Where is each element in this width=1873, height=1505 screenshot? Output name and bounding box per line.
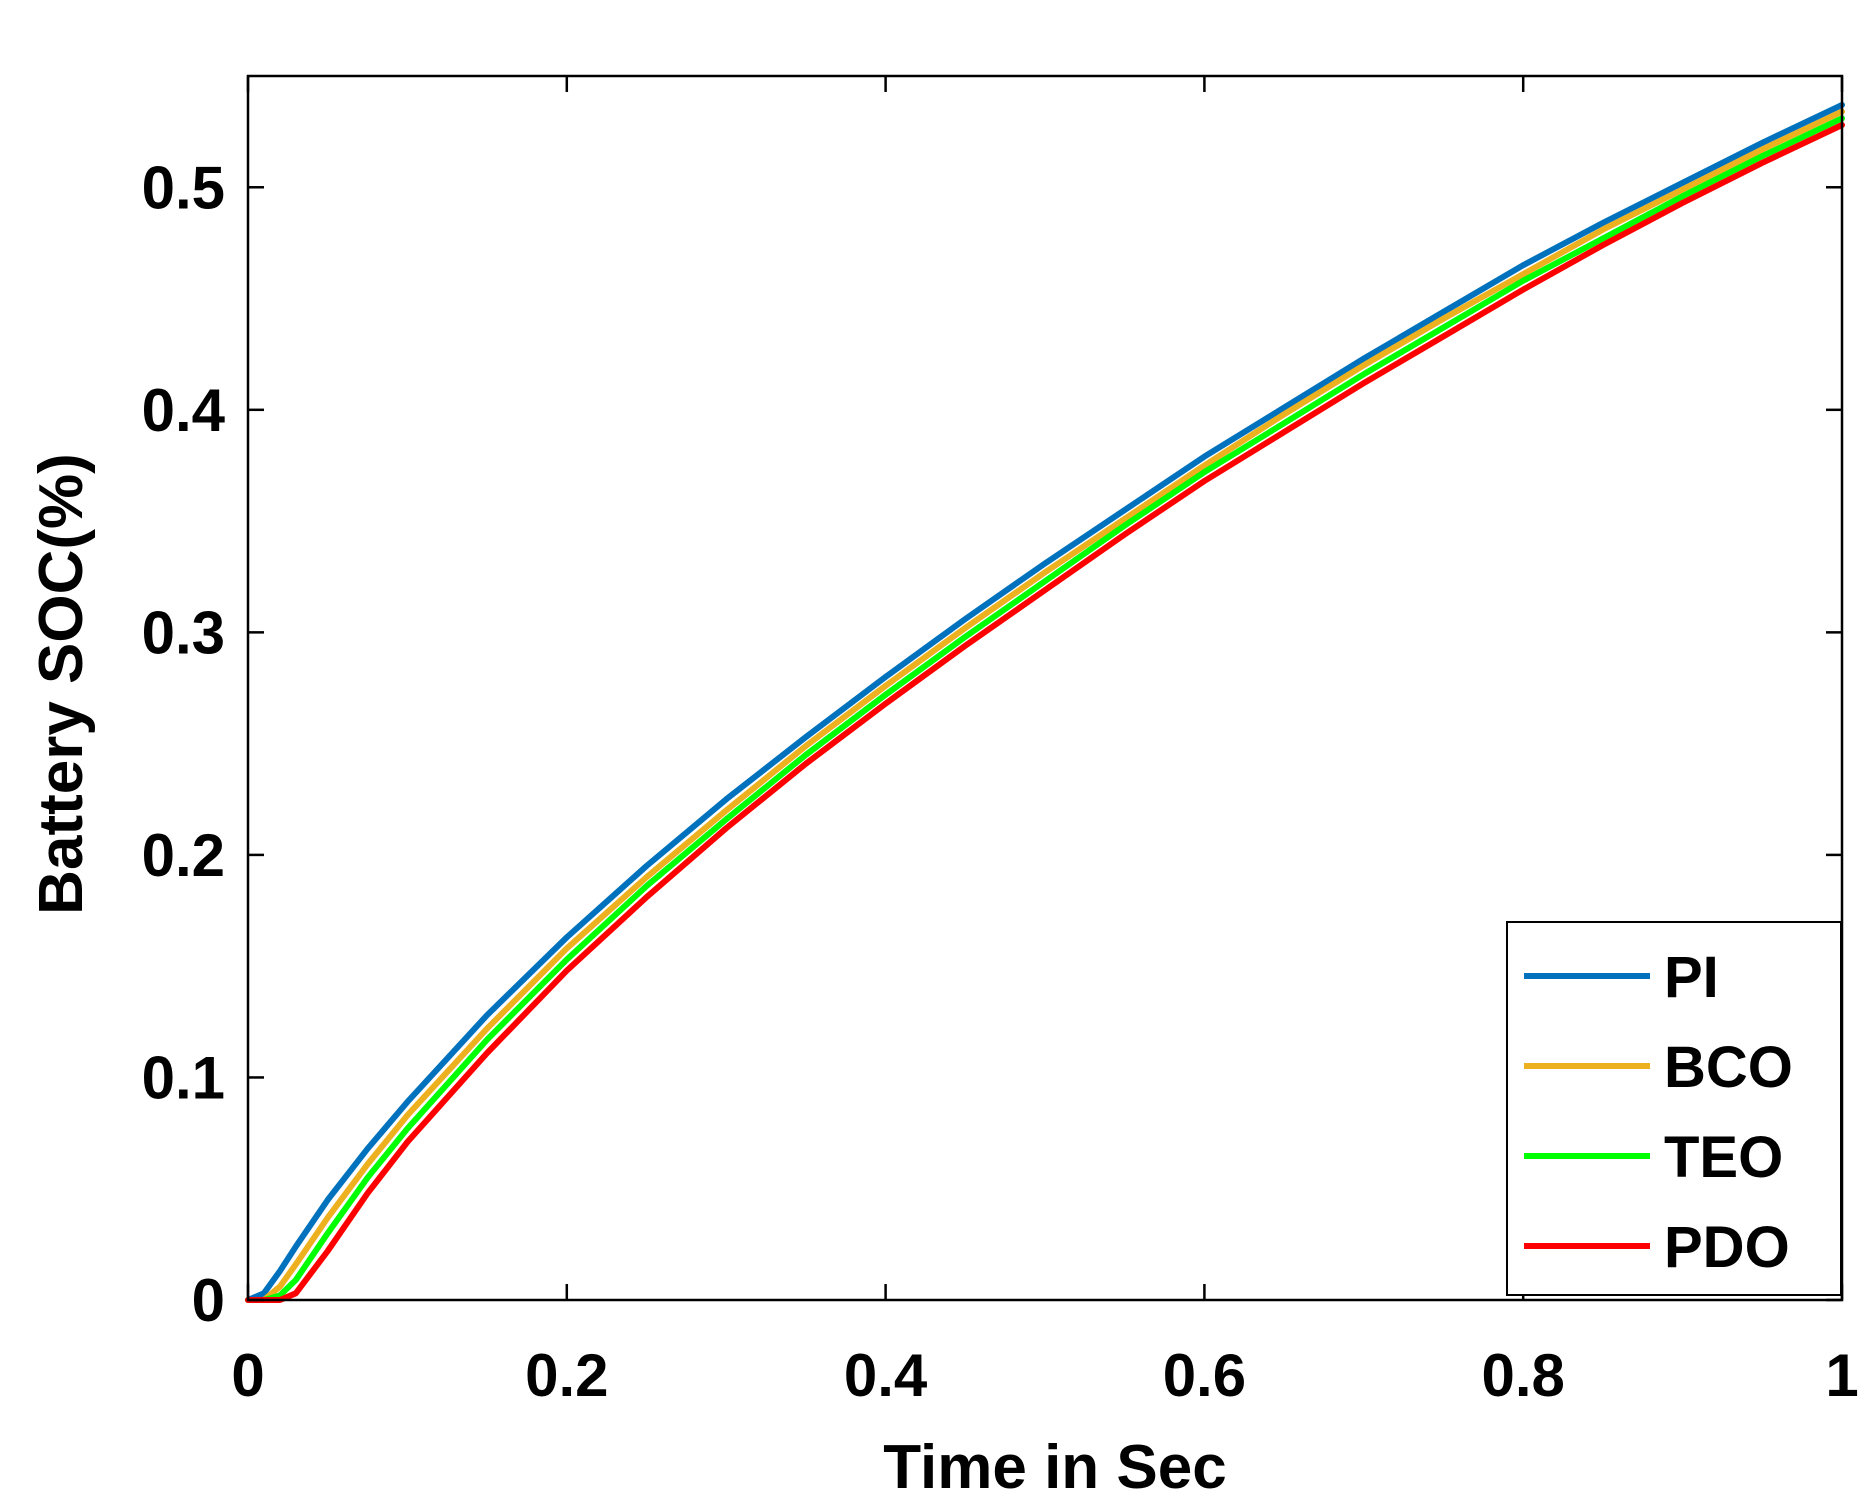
legend-box <box>1506 921 1842 1296</box>
series-line-pi <box>245 101 1845 1303</box>
series-line-teo <box>245 115 1845 1303</box>
y-tick-label: 0.3 <box>142 599 225 666</box>
legend-label-pi: PI <box>1664 945 1719 1010</box>
y-tick-label: 0.4 <box>142 377 226 444</box>
x-tick-label: 0.2 <box>525 1342 608 1409</box>
plot-frame <box>246 74 1844 1302</box>
series-line-pdo <box>245 122 1845 1303</box>
legend-label-teo: TEO <box>1664 1125 1783 1190</box>
y-tick-label: 0.5 <box>142 154 225 221</box>
y-tick-label: 0 <box>192 1267 225 1334</box>
legend: PI BCO TEO PDO <box>1506 921 1842 1296</box>
legend-label-bco: BCO <box>1664 1035 1793 1100</box>
series-line-bco <box>245 108 1845 1303</box>
legend-label-pdo: PDO <box>1664 1215 1790 1280</box>
x-tick-label: 0.6 <box>1163 1342 1246 1409</box>
y-axis-title: Battery SOC(%) <box>27 453 96 915</box>
y-tick-label: 0.1 <box>142 1044 225 1111</box>
series-layer <box>245 101 1845 1303</box>
x-axis-title: Time in Sec <box>883 1433 1226 1502</box>
x-tick-label: 1 <box>1825 1342 1858 1409</box>
x-tick-label: 0.4 <box>844 1342 928 1409</box>
x-tick-label: 0 <box>231 1342 264 1409</box>
y-tick-label: 0.2 <box>142 822 225 889</box>
x-tick-labels: 0 0.2 0.4 0.6 0.8 1 <box>231 1342 1858 1409</box>
x-tick-label: 0.8 <box>1481 1342 1564 1409</box>
y-tick-labels: 0 0.1 0.2 0.3 0.4 0.5 <box>142 154 226 1334</box>
